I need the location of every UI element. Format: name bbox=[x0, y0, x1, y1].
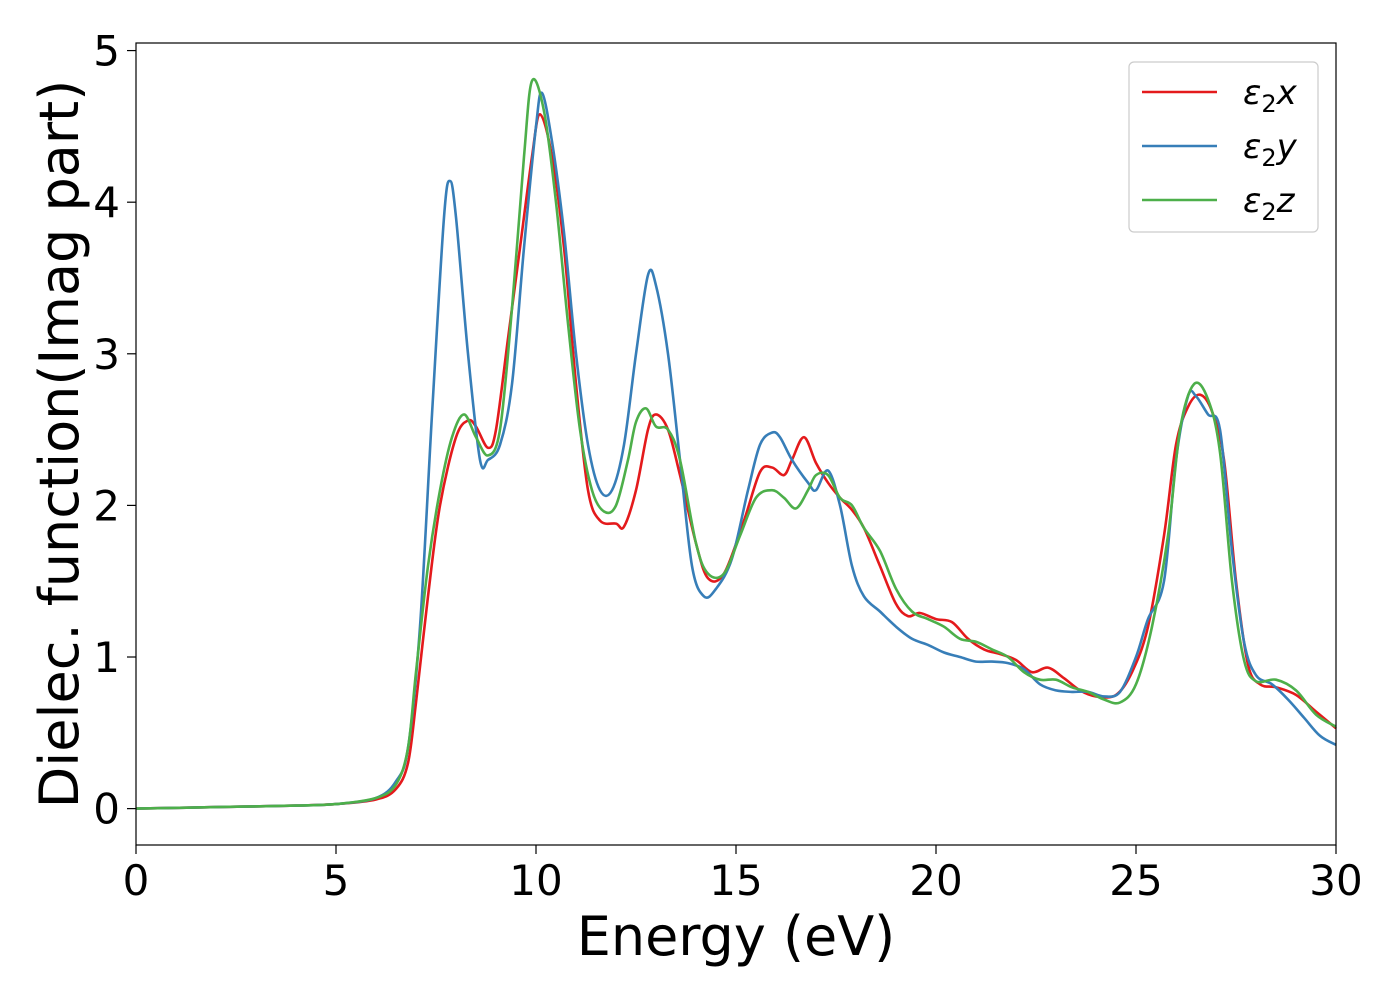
legend: ε2x ε2y ε2z bbox=[1128, 61, 1319, 233]
x-tick-label: 20 bbox=[909, 856, 962, 905]
x-axis-title: Energy (eV) bbox=[577, 905, 896, 968]
series-line-e2y bbox=[135, 91, 1337, 810]
y-tick-label: 0 bbox=[93, 785, 120, 834]
x-tick-label: 30 bbox=[1309, 856, 1362, 905]
y-tick-label: 5 bbox=[93, 27, 120, 76]
legend-box bbox=[1128, 61, 1319, 233]
x-tick-label: 25 bbox=[1109, 856, 1162, 905]
x-tick-label: 5 bbox=[323, 856, 350, 905]
y-axis: 0 1 2 3 4 5 bbox=[93, 27, 136, 834]
y-tick-label: 1 bbox=[93, 633, 120, 682]
series-line-e2x bbox=[135, 113, 1337, 810]
series-line-e2z bbox=[135, 77, 1337, 810]
plot-lines bbox=[135, 77, 1337, 810]
x-tick-label: 10 bbox=[509, 856, 562, 905]
x-tick-label: 15 bbox=[709, 856, 762, 905]
x-tick-label: 0 bbox=[123, 856, 150, 905]
legend-label-e2x: ε2x bbox=[1243, 73, 1298, 118]
y-tick-label: 3 bbox=[93, 330, 120, 379]
y-axis-title: Dielec. function(Imag part) bbox=[28, 80, 91, 809]
legend-label-e2z: ε2z bbox=[1243, 181, 1296, 226]
y-tick-label: 4 bbox=[93, 178, 120, 227]
y-tick-label: 2 bbox=[93, 481, 120, 530]
legend-label-e2y: ε2y bbox=[1243, 127, 1298, 172]
x-axis: 0 5 10 15 20 25 30 bbox=[123, 845, 1363, 905]
